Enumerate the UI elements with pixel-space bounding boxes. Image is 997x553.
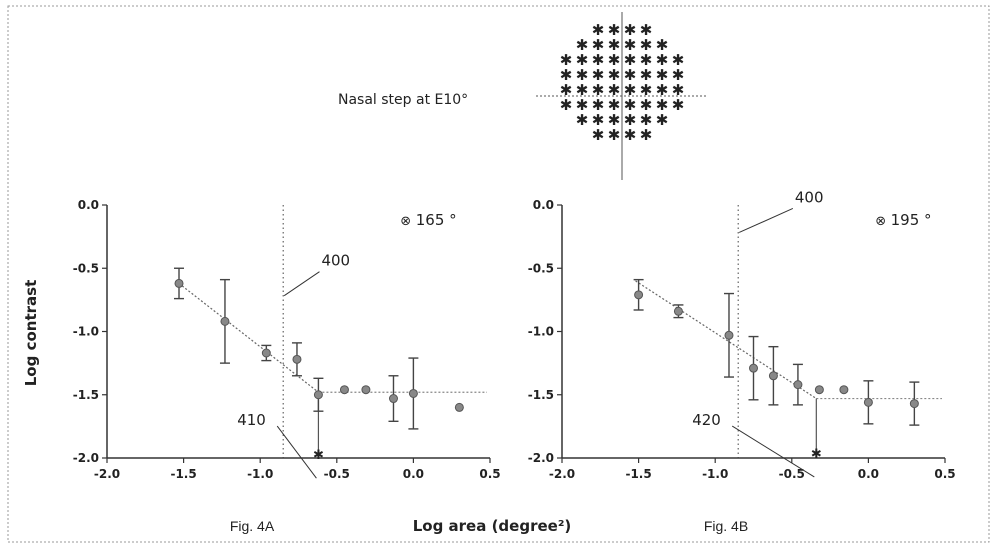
data-point <box>389 395 397 403</box>
data-point <box>455 403 463 411</box>
y-tick-label: -0.5 <box>73 261 99 275</box>
grid-dot: ✱ <box>608 126 621 144</box>
grid-dot: ✱ <box>672 96 685 114</box>
y-tick-label: -2.0 <box>73 451 99 465</box>
annotation-400: 400 <box>321 252 350 270</box>
x-tick-label: 0.0 <box>858 467 879 481</box>
breakpoint-marker: ✱ <box>811 447 822 462</box>
grid-dot: ✱ <box>624 126 637 144</box>
annotation-420-leader <box>732 426 814 477</box>
grid-dot: ✱ <box>576 111 589 129</box>
legend-symbol: ⊗ <box>400 214 411 229</box>
data-point <box>674 307 682 315</box>
annotation-400: 400 <box>795 188 824 206</box>
grid-dot: ✱ <box>640 126 653 144</box>
data-point <box>725 331 733 339</box>
x-tick-label: -1.5 <box>625 467 651 481</box>
breakpoint-marker: ✱ <box>313 448 324 463</box>
legend-text: 165 ° <box>416 211 457 229</box>
x-tick-label: -2.0 <box>94 467 120 481</box>
data-point <box>262 349 270 357</box>
annotation-410: 410 <box>237 411 266 429</box>
y-tick-label: -1.5 <box>73 388 99 402</box>
visual-field-grid: ✱✱✱✱✱✱✱✱✱✱✱✱✱✱✱✱✱✱✱✱✱✱✱✱✱✱✱✱✱✱✱✱✱✱✱✱✱✱✱✱… <box>536 12 706 180</box>
figure-border <box>8 6 989 542</box>
annotation-420: 420 <box>692 411 721 429</box>
data-point <box>293 355 301 363</box>
legend-text: 195 ° <box>891 211 932 229</box>
data-point <box>314 391 322 399</box>
y-tick-label: -1.0 <box>528 325 554 339</box>
panel-4a: -2.0 -1.5 -1.0 -0.5 0.0 0.5 0.0 -0.5 -1.0 -1.5 -2.… <box>73 198 501 534</box>
fit-line-sloped <box>636 281 817 399</box>
data-point <box>340 386 348 394</box>
y-tick-label: -2.0 <box>528 451 554 465</box>
annotation-400-leader <box>284 272 319 296</box>
data-point <box>794 381 802 389</box>
x-tick-label: -2.0 <box>549 467 575 481</box>
data-point <box>815 386 823 394</box>
data-point <box>910 400 918 408</box>
y-tick-label: 0.0 <box>78 198 99 212</box>
x-tick-label: -1.0 <box>702 467 728 481</box>
panel-4b: -2.0-1.5-1.0-0.50.00.50.0-0.5-1.0-1.5-2.… <box>528 188 956 534</box>
figure-title: Nasal step at E10° <box>338 92 468 108</box>
data-point <box>635 291 643 299</box>
data-point <box>221 317 229 325</box>
data-point <box>175 279 183 287</box>
y-tick-label: -1.0 <box>73 325 99 339</box>
data-point <box>840 386 848 394</box>
grid-dot: ✱ <box>656 111 669 129</box>
data-point <box>769 372 777 380</box>
x-axis-label: Log area (degree²) <box>413 517 572 535</box>
data-point <box>864 398 872 406</box>
annotation-410-leader <box>277 426 316 478</box>
grid-dot: ✱ <box>560 96 573 114</box>
x-tick-label: -1.5 <box>170 467 196 481</box>
x-tick-label: 0.5 <box>479 467 500 481</box>
data-point <box>750 364 758 372</box>
y-tick-label: 0.0 <box>533 198 554 212</box>
x-tick-label: 0.0 <box>403 467 424 481</box>
data-point <box>409 389 417 397</box>
y-axis-label: Log contrast <box>22 280 40 387</box>
x-tick-label: -1.0 <box>247 467 273 481</box>
annotation-400-leader <box>739 208 793 232</box>
y-tick-label: -1.5 <box>528 388 554 402</box>
legend-symbol: ⊗ <box>875 214 886 229</box>
data-point <box>362 386 370 394</box>
panel-label: Fig. 4A <box>230 518 275 534</box>
x-tick-label: 0.5 <box>934 467 955 481</box>
x-tick-label: -0.5 <box>324 467 350 481</box>
panel-label: Fig. 4B <box>704 518 748 534</box>
y-tick-label: -0.5 <box>528 261 554 275</box>
grid-dot: ✱ <box>592 126 605 144</box>
